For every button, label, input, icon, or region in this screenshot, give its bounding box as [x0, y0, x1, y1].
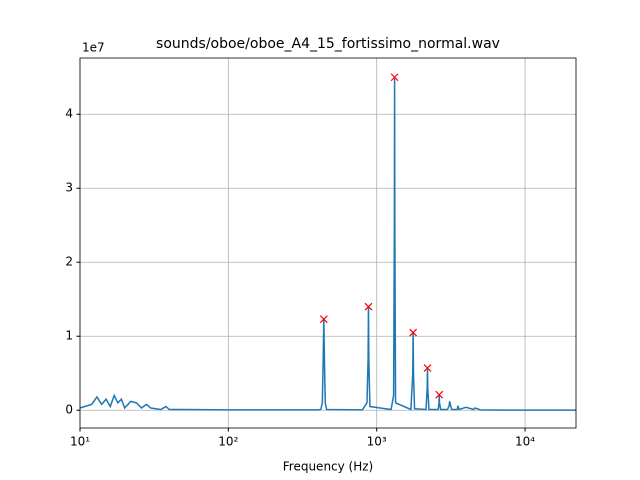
spectrum-line — [79, 77, 577, 411]
x-tick-label: 10² — [218, 435, 238, 449]
peak-marker — [435, 390, 444, 399]
x-tick-label: 10³ — [367, 435, 387, 449]
peak-marker — [423, 364, 432, 372]
peak-marker — [409, 328, 418, 337]
x-axis-label: Frequency (Hz) — [283, 460, 374, 474]
y-tick-label: 1 — [65, 329, 73, 343]
y-tick-label: 2 — [65, 255, 73, 269]
y-tick-label: 3 — [65, 181, 73, 195]
y-offset-label: 1e7 — [82, 41, 105, 55]
y-tick-label: 4 — [65, 107, 73, 121]
x-tick-label: 10¹ — [70, 435, 90, 449]
plot-frame — [79, 57, 577, 429]
peak-marker — [390, 73, 399, 82]
y-tick-label: 0 — [65, 403, 73, 417]
peak-marker — [364, 302, 373, 311]
x-tick-label: 10⁴ — [515, 435, 535, 449]
chart-title: sounds/oboe/oboe_A4_15_fortissimo_normal… — [156, 36, 500, 52]
peak-marker — [319, 315, 328, 324]
